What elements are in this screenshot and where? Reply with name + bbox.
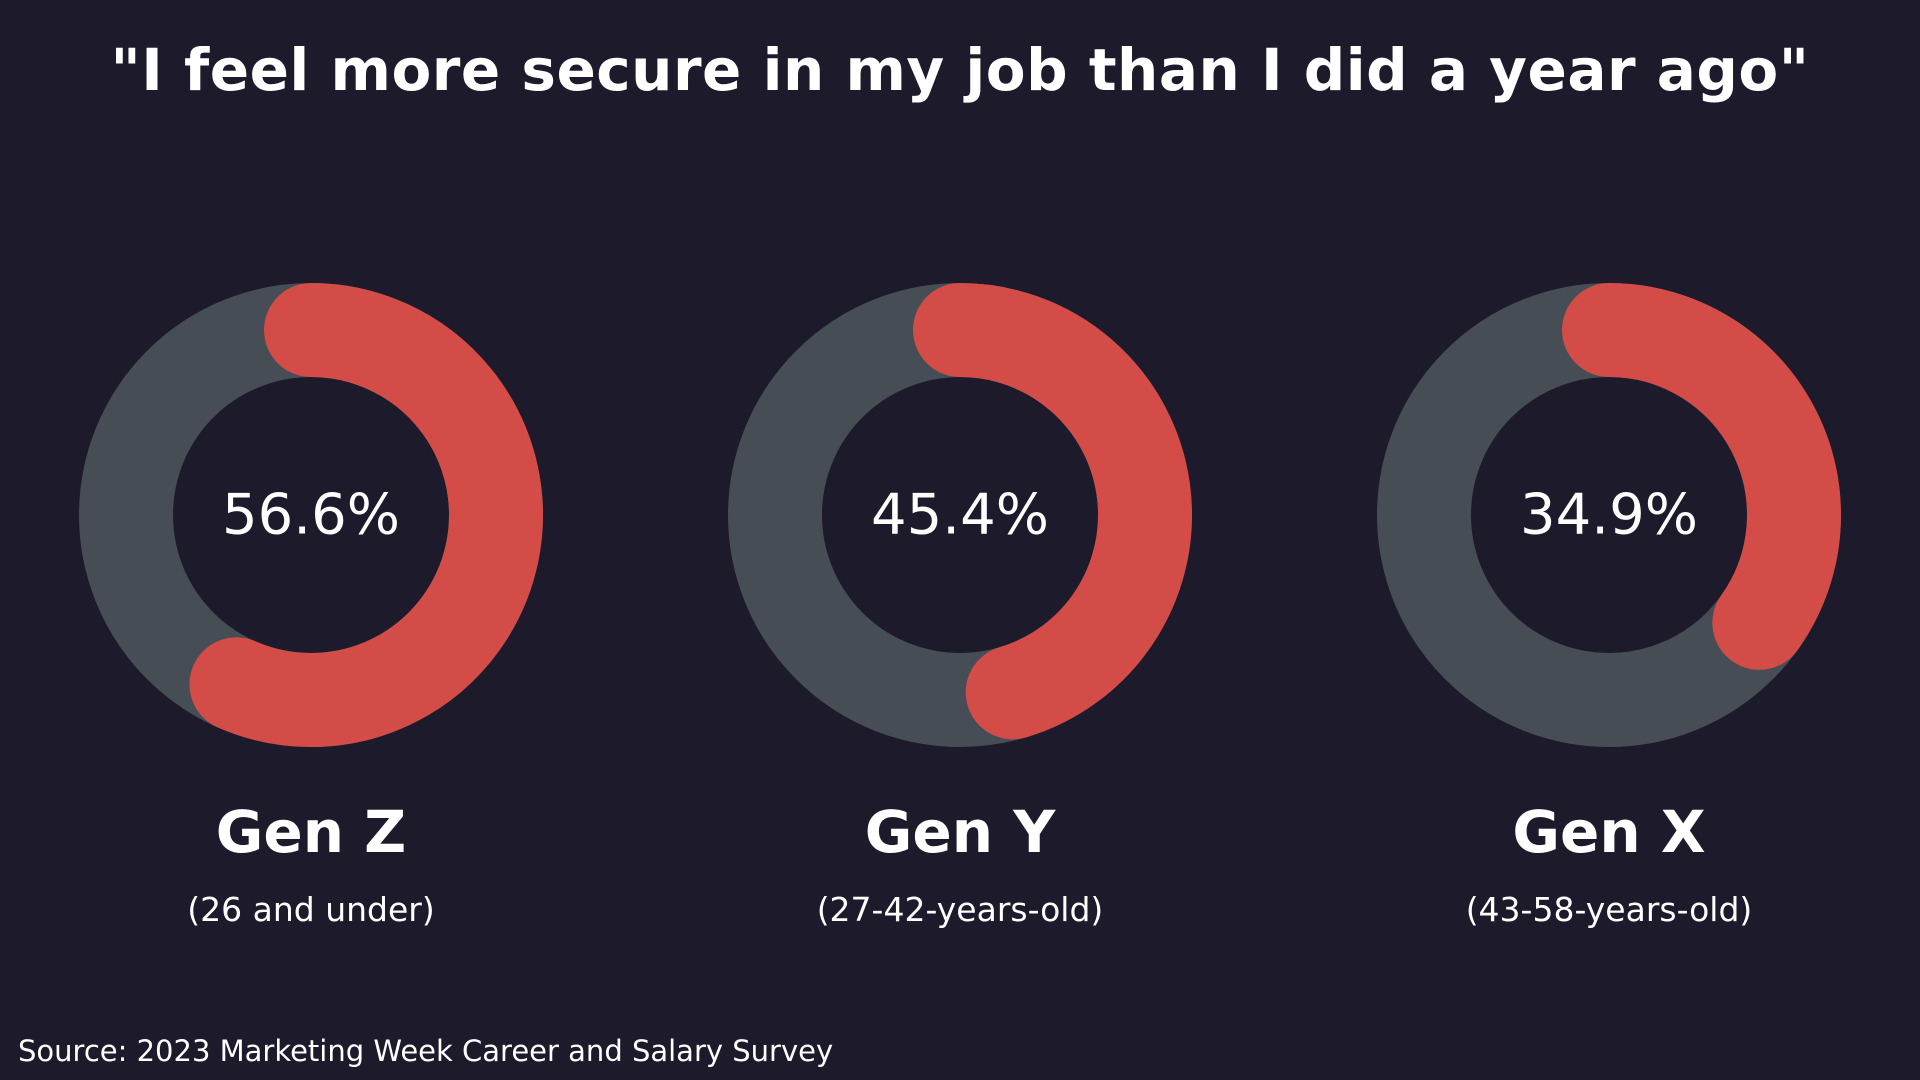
gen-x-age-range: (43-58-years-old) (1465, 890, 1753, 929)
donut-gen-x-value-arc (1562, 283, 1841, 670)
gen-x-label: Gen X (1512, 798, 1706, 866)
donut-gen-x-percent-label: 34.9% (1520, 483, 1698, 548)
source-note: Source: 2023 Marketing Week Career and S… (18, 1034, 834, 1068)
gen-y-age-range: (27-42-years-old) (816, 890, 1104, 929)
chart-title: "I feel more secure in my job than I did… (110, 36, 1810, 104)
donut-gen-z-percent-label: 56.6% (222, 483, 400, 548)
donut-gen-y: 45.4% (725, 280, 1195, 750)
donut-gen-y-value-arc (913, 283, 1192, 740)
donut-gen-x: 34.9% (1374, 280, 1844, 750)
gen-z-label: Gen Z (215, 798, 407, 866)
donut-gen-x-svg: 34.9% (1377, 283, 1841, 747)
gen-y-label: Gen Y (864, 798, 1056, 866)
donut-gen-z-svg: 56.6% (79, 283, 543, 747)
donut-gen-z: 56.6% (76, 280, 546, 750)
donut-gen-z-value-arc (189, 283, 543, 747)
donut-gen-y-percent-label: 45.4% (871, 483, 1049, 548)
gen-z-age-range: (26 and under) (187, 890, 435, 929)
donut-gen-y-svg: 45.4% (728, 283, 1192, 747)
